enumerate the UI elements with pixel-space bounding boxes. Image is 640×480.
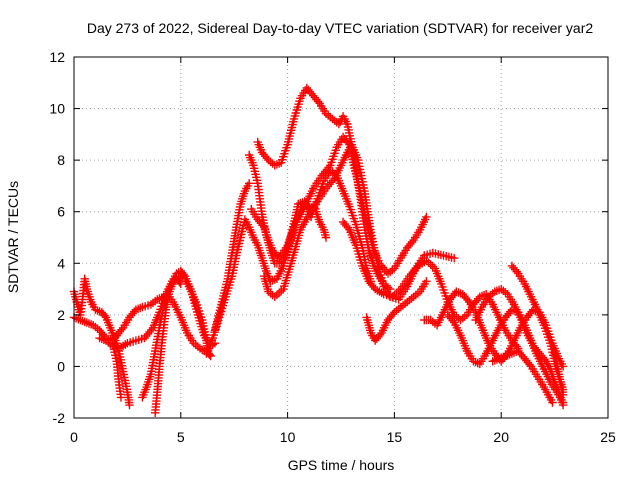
x-tick-label: 5	[177, 429, 185, 445]
series-markers	[210, 179, 254, 335]
series-markers	[259, 140, 459, 304]
series-arc-6	[151, 274, 185, 417]
y-tick-label: 0	[57, 358, 65, 374]
x-tick-label: 0	[70, 429, 78, 445]
series-markers	[471, 284, 568, 410]
series-arc-8	[210, 179, 254, 335]
y-tick-label: 10	[49, 101, 65, 117]
series-arc-11	[247, 132, 431, 278]
series-markers	[247, 132, 431, 278]
y-tick-label: -2	[53, 410, 66, 426]
y-tick-label: 2	[57, 307, 65, 323]
y-tick-label: 8	[57, 152, 65, 168]
series-markers	[108, 339, 126, 402]
series-arc-17	[471, 284, 568, 410]
series-markers	[362, 277, 431, 345]
y-tick-label: 12	[49, 49, 65, 65]
y-tick-label: 6	[57, 204, 65, 220]
y-tick-label: 4	[57, 255, 65, 271]
series-arc-14	[362, 277, 431, 345]
series-markers	[488, 346, 557, 407]
x-tick-label: 15	[387, 429, 403, 445]
series-arc-4	[108, 339, 126, 402]
x-tick-label: 10	[280, 429, 296, 445]
x-tick-label: 25	[600, 429, 616, 445]
plot-frame	[73, 56, 609, 419]
chart-title: Day 273 of 2022, Sidereal Day-to-day VTE…	[87, 20, 593, 36]
y-axis-label: SDTVAR / TECUs	[5, 181, 21, 293]
series-arc-12	[259, 140, 459, 304]
series-arc-20	[550, 349, 568, 399]
x-axis-label: GPS time / hours	[288, 457, 395, 473]
series-markers	[550, 349, 568, 399]
series-arc-19	[488, 346, 557, 407]
x-tick-label: 20	[493, 429, 509, 445]
series-markers	[151, 274, 185, 417]
